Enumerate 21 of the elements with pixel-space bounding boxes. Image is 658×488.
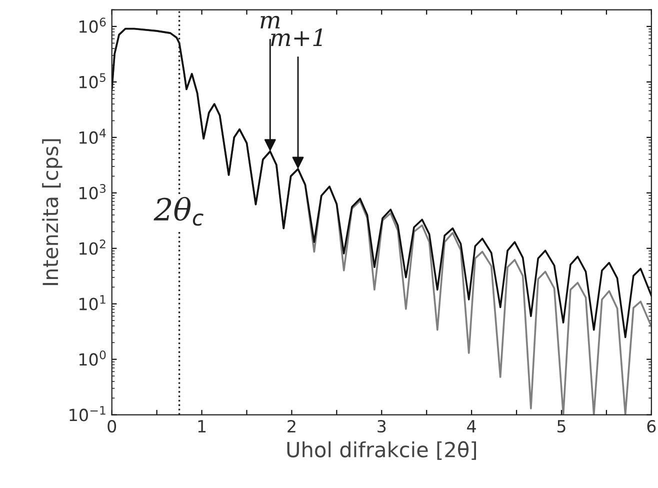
y-tick-label: 10$^{1}$ xyxy=(79,295,106,310)
x-tick-label: 4 xyxy=(467,420,476,432)
y-tick-label: 10$^{4}$ xyxy=(79,128,106,144)
x-axis-title: Uhol difrakcie [2θ] xyxy=(287,441,476,460)
y-tick-label: 10$^{5}$ xyxy=(79,73,106,88)
y-axis-title: Intenzita [cps] xyxy=(42,139,62,286)
annotation: m+1 xyxy=(271,28,322,46)
x-tick-label: 6 xyxy=(647,420,656,433)
y-tick-label: 10$^{2}$ xyxy=(79,240,106,255)
x-tick-label: 1 xyxy=(198,420,206,432)
line-series xyxy=(112,28,652,338)
x-tick-label: 0 xyxy=(108,420,116,433)
y-tick-label: 10$^{3}$ xyxy=(79,184,106,200)
ref-line-label: 2θ$_{c}$ xyxy=(154,196,204,226)
x-tick-label: 3 xyxy=(378,420,386,433)
y-tick-label: 10$^{0}$ xyxy=(79,350,106,366)
x-tick-label: 5 xyxy=(557,420,566,433)
x-tick-label: 2 xyxy=(288,420,296,432)
y-tick-label: 10$^{−1}$ xyxy=(70,406,106,422)
y-tick-label: 10$^{6}$ xyxy=(79,18,106,33)
annotation: m xyxy=(260,16,280,28)
